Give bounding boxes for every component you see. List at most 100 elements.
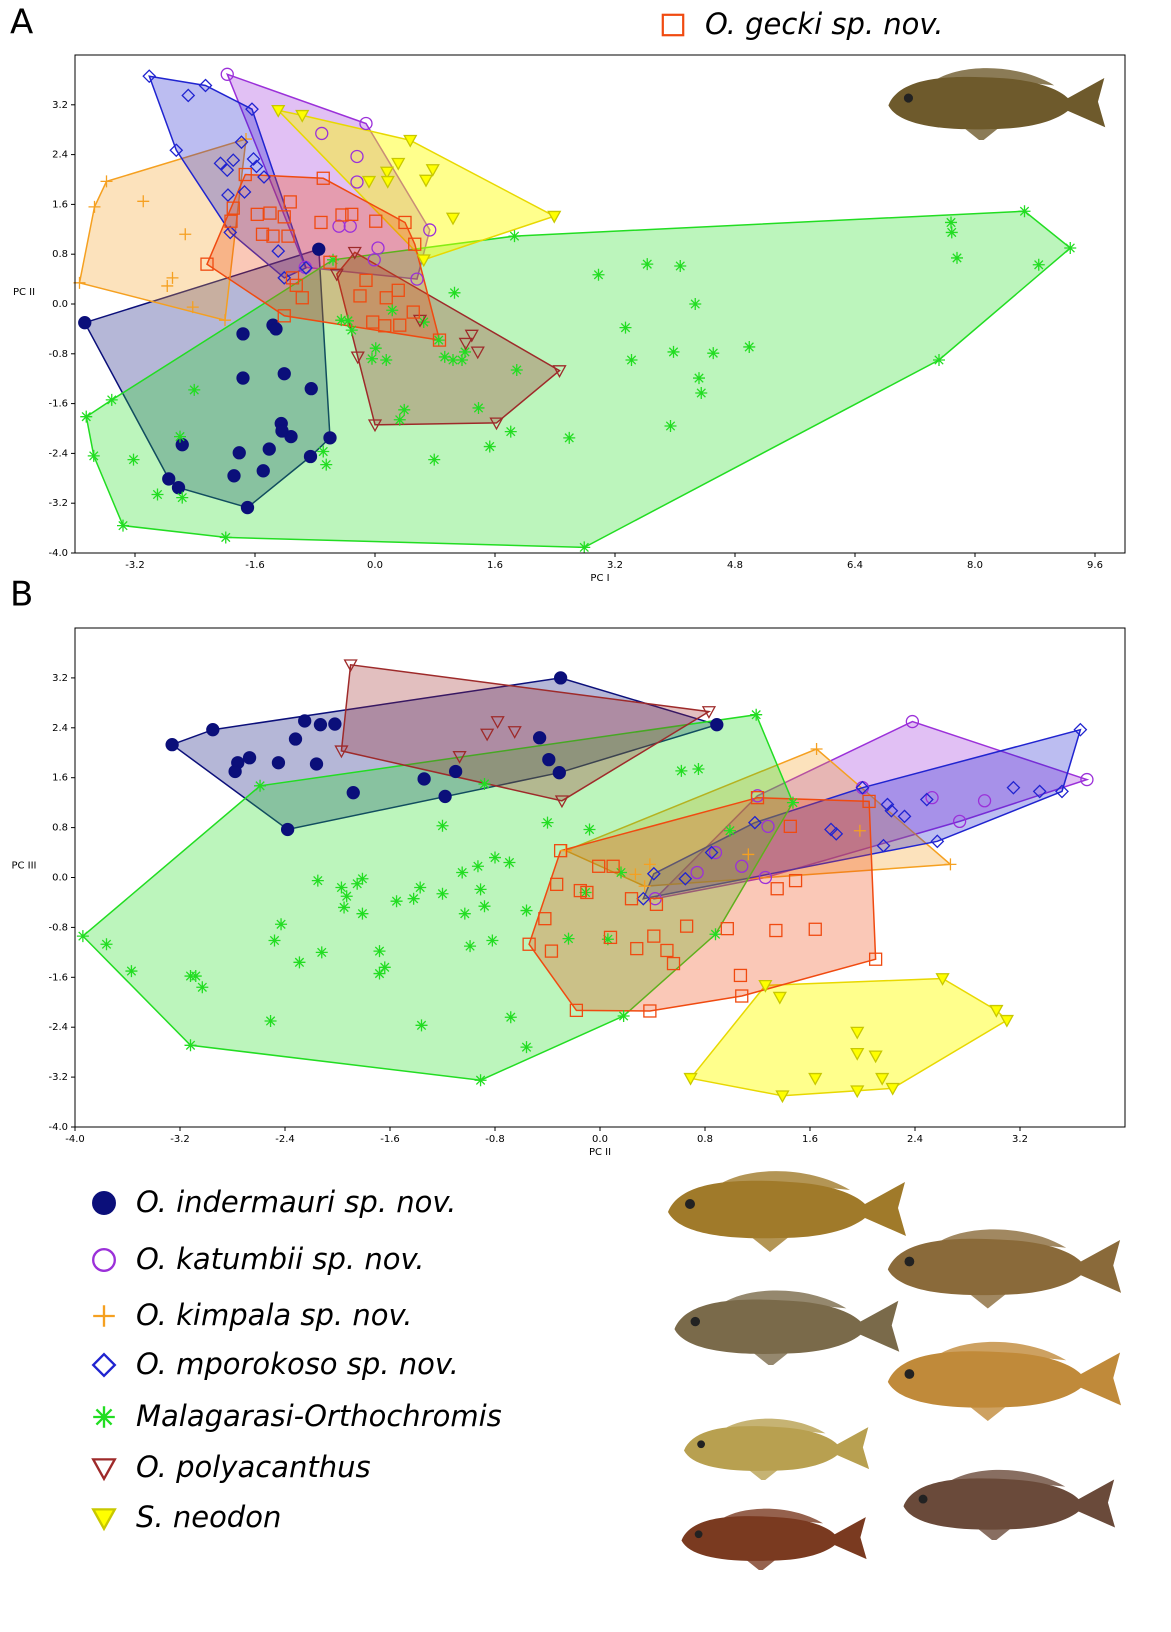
point — [379, 961, 391, 973]
point — [237, 372, 249, 384]
point — [675, 765, 687, 777]
point — [356, 908, 368, 920]
point — [313, 243, 325, 255]
point — [278, 368, 290, 380]
point — [335, 314, 347, 326]
point — [711, 719, 723, 731]
x-tick-label: -3.2 — [125, 560, 145, 571]
point — [77, 930, 89, 942]
point — [1019, 205, 1031, 217]
x-tick-label: 3.2 — [1012, 1134, 1028, 1145]
x-tick-label: 1.6 — [802, 1134, 818, 1145]
legend-label: S. neodon — [136, 1500, 281, 1534]
y-tick-label: -4.0 — [48, 548, 68, 559]
x-tick-label: 3.2 — [607, 560, 623, 571]
y-tick-label: -0.8 — [48, 922, 68, 933]
point — [428, 454, 440, 466]
point — [521, 1041, 533, 1053]
point — [324, 432, 336, 444]
point — [166, 739, 178, 751]
x-axis-label: PC II — [589, 1147, 611, 1158]
point — [293, 956, 305, 968]
y-axis-label: PC II — [13, 287, 35, 298]
point — [416, 1019, 428, 1031]
y-tick-label: 0.0 — [52, 873, 68, 884]
point — [242, 502, 254, 514]
y-tick-label: -1.6 — [48, 972, 68, 983]
point — [163, 473, 175, 485]
point — [176, 439, 188, 451]
point — [257, 465, 269, 477]
point — [233, 447, 245, 459]
point — [207, 724, 219, 736]
point — [311, 758, 323, 770]
point — [479, 778, 491, 790]
x-tick-label: -2.4 — [275, 1134, 295, 1145]
y-tick-label: 1.6 — [52, 773, 68, 784]
point — [272, 757, 284, 769]
x-tick-label: 8.0 — [967, 560, 983, 571]
legend-label: O. gecki sp. nov. — [705, 7, 943, 41]
point — [439, 790, 451, 802]
x-tick-label: -4.0 — [65, 1134, 85, 1145]
legend-marker — [93, 1192, 115, 1214]
point — [555, 672, 567, 684]
point — [347, 787, 359, 799]
y-tick-label: 2.4 — [52, 723, 68, 734]
y-axis-label: PC III — [11, 861, 36, 872]
point — [317, 446, 329, 458]
point — [220, 531, 232, 543]
point — [1064, 242, 1076, 254]
point — [356, 873, 368, 885]
legend-item: O. mporokoso sp. nov. — [93, 1347, 459, 1381]
point — [479, 900, 491, 912]
x-tick-label: 6.4 — [847, 560, 863, 571]
point — [724, 825, 736, 837]
point — [270, 323, 282, 335]
y-tick-label: 0.8 — [52, 823, 68, 834]
x-tick-label: 0.0 — [367, 560, 383, 571]
point — [456, 867, 468, 879]
y-tick-label: 2.4 — [52, 150, 68, 161]
point — [290, 733, 302, 745]
point — [374, 968, 386, 980]
legend-item: O. katumbii sp. nov. — [93, 1242, 424, 1276]
x-tick-label: 1.6 — [487, 560, 503, 571]
point — [418, 773, 430, 785]
point — [329, 718, 341, 730]
point — [542, 817, 554, 829]
point — [338, 901, 350, 913]
point — [327, 254, 339, 266]
point — [188, 384, 200, 396]
legend-label: O. mporokoso sp. nov. — [136, 1347, 459, 1381]
x-tick-label: 0.8 — [697, 1134, 713, 1145]
legend-label: O. indermauri sp. nov. — [136, 1185, 456, 1219]
point — [299, 715, 311, 727]
legend-item: O. kimpala sp. nov. — [93, 1298, 412, 1332]
point — [391, 895, 403, 907]
point — [174, 431, 186, 443]
point — [275, 918, 287, 930]
point — [185, 1039, 197, 1051]
x-tick-label: 4.8 — [727, 560, 743, 571]
point — [563, 933, 575, 945]
point — [620, 322, 632, 334]
point — [228, 470, 240, 482]
point — [509, 230, 521, 242]
page: {"chart_data": [ {"type": "scatter", "pa… — [0, 0, 1171, 1632]
legend-label: Malagarasi-Orthochromis — [136, 1399, 502, 1433]
point — [237, 328, 249, 340]
panel-label: B — [10, 575, 33, 615]
y-tick-label: 3.2 — [52, 100, 68, 111]
point — [946, 226, 958, 238]
figure: A-3.2-1.60.01.63.24.86.48.09.6-4.0-3.2-2… — [0, 0, 1171, 1632]
panel-label: A — [10, 3, 33, 43]
x-tick-label: 2.4 — [907, 1134, 923, 1145]
point — [543, 754, 555, 766]
y-tick-label: -2.4 — [48, 448, 68, 459]
legend-item: O. gecki sp. nov. — [663, 7, 944, 41]
point — [951, 252, 963, 264]
point — [263, 443, 275, 455]
point — [265, 1015, 277, 1027]
point — [1033, 259, 1045, 271]
